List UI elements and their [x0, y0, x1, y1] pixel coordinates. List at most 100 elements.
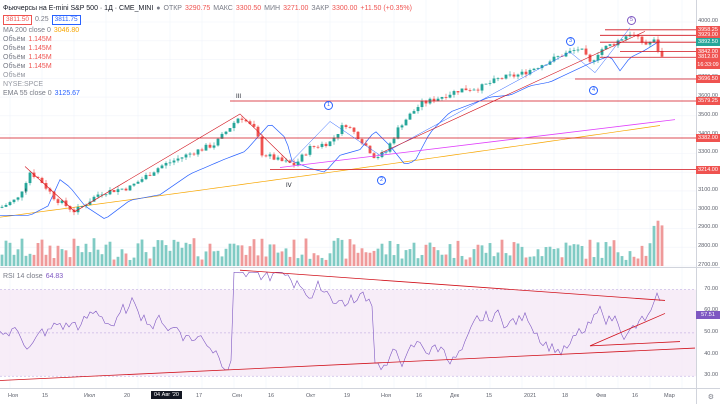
legend-main: Фьючерсы на E-mini S&P 500 · 1Д · CME_MI… — [3, 4, 412, 98]
time-axis-label: Сен — [232, 393, 243, 399]
candle-body — [4, 205, 8, 207]
indicator-row[interactable]: NYSE:SPCE — [3, 80, 412, 89]
candle-body — [288, 160, 292, 163]
candle-body — [80, 206, 84, 207]
volume-bar — [460, 255, 464, 266]
candle-body — [108, 190, 112, 195]
ohlc-close-value: 3300.00 — [332, 5, 358, 12]
candle-body — [268, 154, 272, 157]
candle-body — [620, 39, 624, 41]
candle-body — [260, 136, 264, 156]
indicator-row[interactable]: MA 200 close 0 3046.80 — [3, 26, 412, 35]
time-axis-label: 18 — [562, 393, 569, 399]
volume-bar — [204, 251, 208, 266]
volume-bar — [576, 244, 580, 266]
indicator-name: NYSE:SPCE — [3, 81, 44, 88]
time-axis-label: Дек — [450, 393, 460, 399]
rsi-legend[interactable]: RSI 14 close 64.83 — [3, 272, 63, 281]
candle-body — [200, 149, 204, 151]
candle-body — [40, 177, 44, 183]
candle-body — [172, 160, 176, 163]
eye-icon[interactable]: ● — [156, 5, 161, 12]
volume-bars — [0, 220, 664, 266]
volume-bar — [76, 245, 80, 266]
time-axis-label: 16 — [416, 393, 423, 399]
rsi-line — [0, 271, 661, 371]
candle-body — [656, 39, 660, 52]
volume-bar — [316, 255, 320, 266]
candle-body — [660, 51, 664, 57]
ask-chip[interactable]: 3811.75 — [51, 14, 81, 25]
price-tag: 3382.00 — [696, 133, 720, 142]
volume-bar — [416, 258, 420, 266]
candle-body — [420, 101, 424, 108]
volume-bar — [424, 244, 428, 266]
volume-bar — [52, 258, 56, 266]
volume-bar — [608, 246, 612, 266]
candle-body — [504, 74, 508, 79]
candle-body — [176, 158, 180, 161]
symbol-title[interactable]: Фьючерсы на E-mini S&P 500 · 1Д · CME_MI… — [3, 5, 154, 12]
price-axis-label: 3300.00 — [698, 149, 718, 156]
volume-bar — [12, 254, 16, 266]
ohlc-low-value: 3271.00 — [283, 5, 309, 12]
price-tag: 3579.25 — [696, 96, 720, 105]
volume-bar — [44, 254, 48, 266]
candle-body — [376, 157, 380, 159]
indicator-row[interactable]: Объём 1.145M — [3, 44, 412, 53]
rsi-axis-label: 50.00 — [704, 328, 718, 335]
volume-bar — [56, 245, 60, 266]
candle-body — [48, 188, 52, 192]
rsi-label: RSI 14 close — [3, 273, 43, 280]
candle-body — [488, 82, 492, 84]
volume-bar — [168, 250, 172, 266]
indicator-row[interactable]: Объём 1.145M — [3, 53, 412, 62]
time-axis-label: Ноя — [8, 393, 19, 399]
candle-body — [612, 44, 616, 46]
candle-body — [552, 56, 556, 62]
indicator-row[interactable]: EMA 55 close 0 3125.67 — [3, 89, 412, 98]
time-axis-cursor-badge: 04 Авг '20 — [151, 391, 182, 399]
candle-body — [356, 131, 360, 140]
price-tag: 3958.25 — [696, 25, 720, 34]
candle-body — [160, 165, 164, 169]
candle-body — [304, 154, 308, 156]
candle-body — [16, 197, 20, 200]
indicator-row[interactable]: Объём — [3, 71, 412, 80]
volume-bar — [456, 240, 460, 266]
volume-bar — [448, 244, 452, 266]
price-axis-label: 3100.00 — [698, 186, 718, 193]
bid-chip[interactable]: 3811.50 — [3, 14, 33, 25]
volume-bar — [476, 244, 480, 266]
wave-label-circled: 1 — [324, 101, 333, 110]
ohlc-open-value: 3290.75 — [184, 5, 211, 12]
volume-bar — [84, 243, 88, 266]
candle-body — [196, 149, 200, 155]
price-tag: 16:33:09 — [696, 61, 720, 70]
indicator-value: 1.145M — [28, 63, 52, 70]
volume-bar — [64, 250, 68, 266]
candle-body — [648, 42, 652, 45]
indicator-row[interactable]: Объём 1.145M — [3, 35, 412, 44]
candle-body — [456, 91, 460, 93]
rsi-trendline — [239, 269, 666, 301]
candle-body — [464, 88, 468, 91]
indicator-name: Объём — [3, 45, 26, 52]
gear-icon[interactable]: ⚙ — [707, 394, 714, 401]
candle-body — [52, 191, 56, 200]
candle-body — [132, 183, 136, 186]
indicator-row[interactable]: Объём 1.145M — [3, 62, 412, 71]
candle-body — [416, 107, 420, 112]
candle-body — [68, 206, 72, 210]
volume-bar — [412, 242, 416, 266]
candle-body — [300, 154, 304, 162]
price-axis-label: 3600.00 — [696, 93, 718, 99]
candle-body — [248, 121, 252, 124]
volume-bar — [548, 246, 552, 266]
candle-body — [36, 177, 40, 178]
volume-bar — [72, 238, 76, 266]
volume-bar — [432, 247, 436, 266]
